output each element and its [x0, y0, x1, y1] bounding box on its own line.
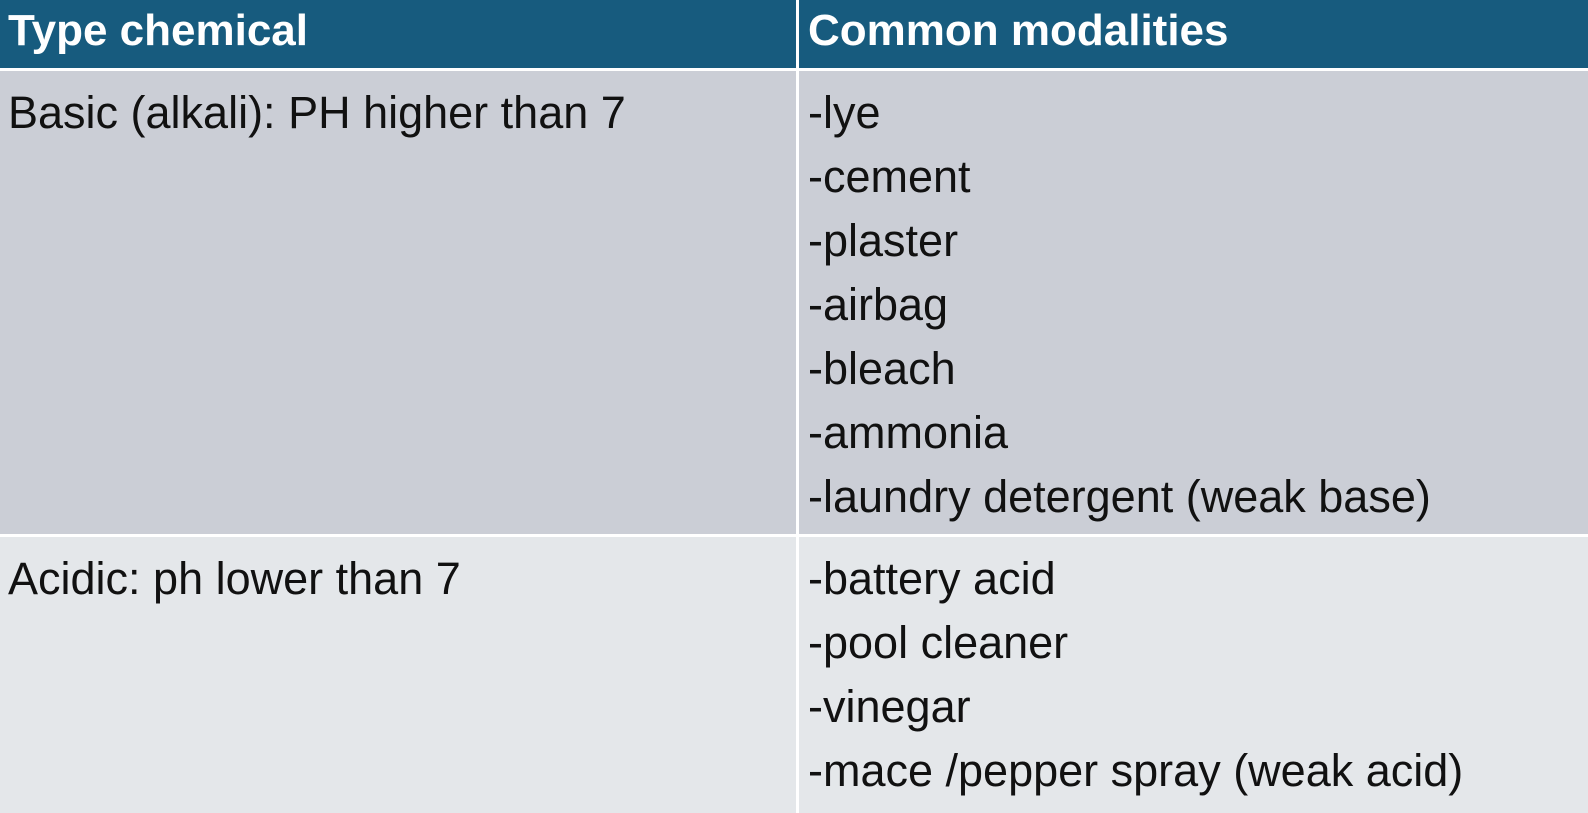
- list-item: -lye: [808, 87, 881, 138]
- modalities-cell-acidic: -battery acid -pool cleaner -vinegar -ma…: [796, 537, 1588, 813]
- list-item: -ammonia: [808, 407, 1009, 458]
- list-item: -plaster: [808, 215, 959, 266]
- table-row: Acidic: ph lower than 7 -battery acid -p…: [0, 537, 1588, 813]
- list-item: -battery acid: [808, 553, 1056, 604]
- list-item: -airbag: [808, 279, 949, 330]
- header-common-modalities: Common modalities: [808, 6, 1229, 55]
- list-item: -mace /pepper spray (weak acid): [808, 745, 1464, 796]
- list-item: -laundry detergent (weak base): [808, 471, 1431, 522]
- header-type-chemical: Type chemical: [8, 6, 308, 55]
- modalities-cell-basic: -lye -cement -plaster -airbag -bleach -a…: [796, 71, 1588, 534]
- type-cell-acidic: Acidic: ph lower than 7: [8, 553, 461, 604]
- column-divider: [796, 0, 799, 813]
- list-item: -pool cleaner: [808, 617, 1069, 668]
- list-item: -vinegar: [808, 681, 971, 732]
- table-row: Basic (alkali): PH higher than 7 -lye -c…: [0, 71, 1588, 534]
- header-divider: [0, 68, 1588, 71]
- row-divider: [0, 534, 1588, 537]
- list-item: -bleach: [808, 343, 956, 394]
- table-header-row: Type chemical Common modalities: [0, 0, 1588, 68]
- type-cell-basic: Basic (alkali): PH higher than 7: [8, 87, 626, 138]
- list-item: -cement: [808, 151, 971, 202]
